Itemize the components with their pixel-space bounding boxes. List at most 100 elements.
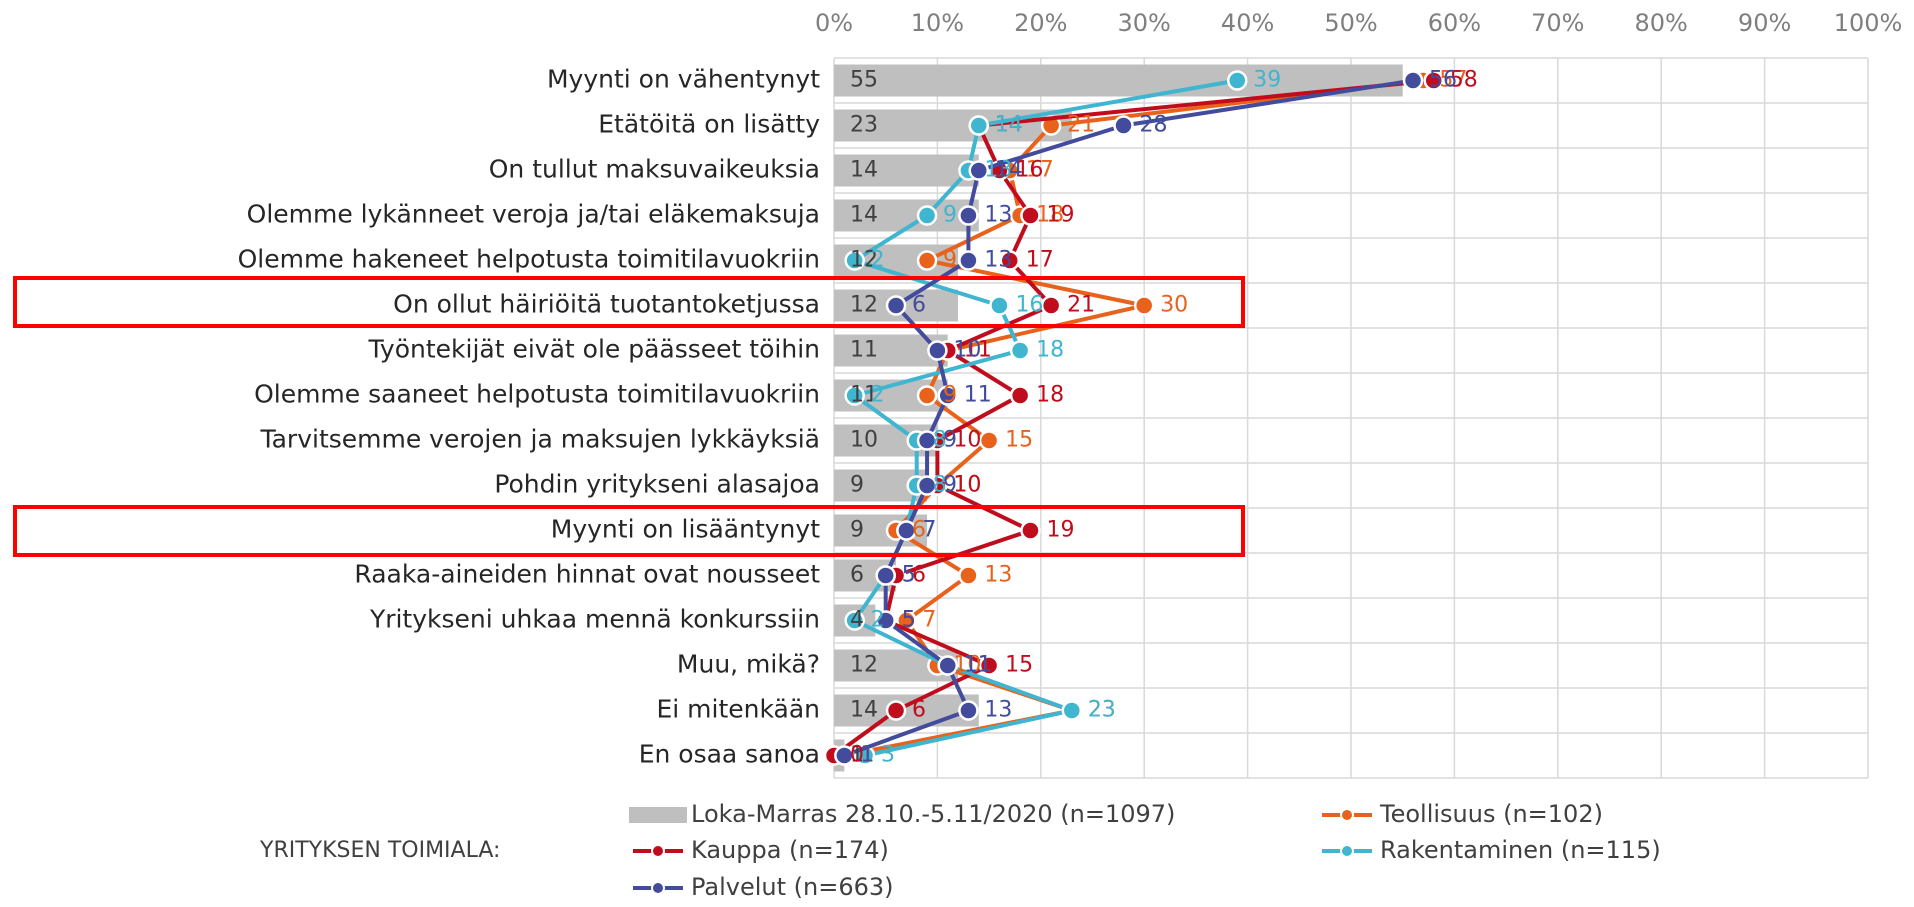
series-line — [843, 78, 1414, 758]
category-label: Olemme lykänneet veroja ja/tai eläkemaks… — [247, 200, 820, 229]
data-label: 9 — [943, 248, 957, 273]
data-label: 30 — [1160, 293, 1188, 318]
data-label: 16 — [1015, 158, 1043, 183]
data-label: 7 — [922, 608, 936, 633]
legend-swatch — [651, 844, 665, 858]
category-label: Pohdin yritykseni alasajoa — [494, 470, 820, 499]
data-label: 58 — [1450, 68, 1478, 93]
labels: 0% 10% 20% 30% 40% 50% 60% 70% 80% 90% 100% Myynti … — [238, 9, 1903, 901]
series-marker — [1009, 340, 1031, 361]
data-label: 9 — [943, 428, 957, 453]
data-label: 21 — [1067, 293, 1095, 318]
series-marker — [958, 250, 979, 271]
series-marker — [937, 385, 958, 406]
series-marker — [844, 610, 865, 631]
bar-value-label: 10 — [850, 428, 878, 453]
data-label: 9 — [943, 383, 957, 408]
x-tick-label: 10% — [911, 9, 964, 37]
category-label: Tarvitsemme verojen ja maksujen lykkäyks… — [259, 425, 820, 454]
data-label: 9 — [943, 473, 957, 498]
bar-value-label: 55 — [850, 68, 878, 93]
data-label: 13 — [984, 203, 1012, 228]
series-line — [832, 78, 1434, 758]
category-label: Muu, mikä? — [677, 650, 820, 679]
data-label: 5 — [902, 608, 916, 633]
x-tick-label: 90% — [1738, 9, 1791, 37]
series-marker — [927, 340, 948, 361]
data-label: 7 — [922, 518, 936, 543]
data-label: 23 — [1088, 698, 1116, 723]
data-label: 0 — [850, 743, 864, 768]
legend-swatch — [1340, 844, 1354, 858]
x-tick-label: 80% — [1635, 9, 1688, 37]
x-tick-label: 0% — [815, 9, 853, 37]
data-label: 6 — [912, 293, 926, 318]
data-label: 7 — [922, 518, 936, 543]
data-label: 21 — [1067, 113, 1095, 138]
data-label: 18 — [1036, 383, 1064, 408]
legend-label: Palvelut (n=663) — [691, 873, 894, 901]
highlight-box — [13, 276, 1245, 328]
series-marker — [1020, 205, 1041, 226]
data-label: 13 — [984, 698, 1012, 723]
legend-swatch — [651, 881, 665, 895]
data-label: 11 — [964, 338, 992, 363]
legend-title: YRITYKSEN TOIMIALA: — [259, 838, 500, 863]
data-label: 11 — [964, 338, 992, 363]
data-label: 56 — [1429, 68, 1457, 93]
data-label: 18 — [1036, 203, 1064, 228]
category-label: Yritykseni uhkaa mennä konkurssiin — [369, 605, 820, 634]
series-marker — [916, 475, 938, 496]
bar-value-label: 14 — [850, 698, 878, 723]
series-marker — [978, 430, 1000, 451]
series-marker — [937, 655, 958, 676]
series-marker — [875, 610, 896, 631]
series-marker — [1020, 520, 1041, 541]
bar-value-label: 12 — [850, 653, 878, 678]
data-label: 39 — [1253, 68, 1281, 93]
data-label: 8 — [933, 428, 947, 453]
data-label: 5 — [902, 563, 916, 588]
data-label: 57 — [1439, 68, 1467, 93]
series-marker — [958, 700, 979, 721]
data-label: 14 — [995, 113, 1023, 138]
data-label: 3 — [881, 743, 895, 768]
series-marker — [968, 115, 990, 136]
series-marker — [1402, 70, 1424, 91]
series-marker — [916, 385, 938, 406]
data-label: 23 — [1088, 698, 1116, 723]
bar-value-label: 11 — [850, 383, 878, 408]
data-label: 5 — [902, 563, 916, 588]
data-label: 10 — [953, 338, 981, 363]
data-label: 5 — [902, 608, 916, 633]
legend-label: Teollisuus (n=102) — [1379, 800, 1603, 828]
series-marker — [999, 250, 1021, 271]
bar-value-label: 23 — [850, 113, 878, 138]
bar-value-label: 11 — [850, 338, 878, 363]
bar-value-label: 14 — [850, 158, 878, 183]
series-marker — [1423, 70, 1444, 91]
category-label: Ei mitenkään — [656, 695, 820, 724]
x-tick-label: 100% — [1834, 9, 1903, 37]
x-tick-label: 60% — [1428, 9, 1481, 37]
category-label: On tullut maksuvaikeuksia — [489, 155, 820, 184]
series-marker — [1133, 295, 1155, 316]
series-line — [852, 78, 1238, 758]
data-label: 17 — [1026, 158, 1054, 183]
data-label: 1 — [860, 743, 874, 768]
bar-value-label: 12 — [850, 248, 878, 273]
data-label: 2 — [871, 383, 885, 408]
data-label: 15 — [1005, 428, 1033, 453]
data-label: 16 — [1015, 293, 1043, 318]
x-tick-label: 50% — [1324, 9, 1377, 37]
bar — [834, 154, 979, 187]
data-label: 11 — [964, 653, 992, 678]
data-label: 2 — [871, 608, 885, 633]
series-marker — [968, 160, 990, 181]
data-label: 6 — [912, 518, 926, 543]
series-marker — [958, 205, 979, 226]
data-label: 17 — [1026, 248, 1054, 273]
bar — [834, 694, 979, 727]
data-label: 14 — [995, 113, 1023, 138]
series-marker — [978, 655, 1000, 676]
